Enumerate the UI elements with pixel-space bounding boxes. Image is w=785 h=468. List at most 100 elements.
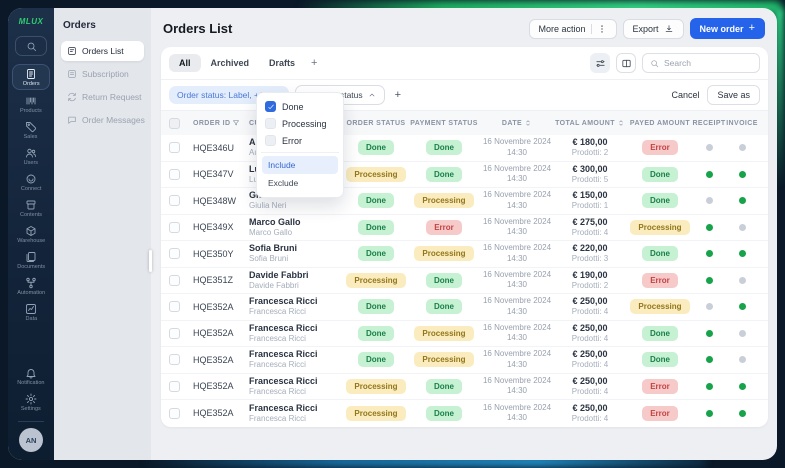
row-checkbox[interactable]	[169, 407, 180, 419]
column-header-total[interactable]: TOTAL AMOUNT	[553, 119, 627, 127]
sidebar-item-label: Return Request	[82, 92, 142, 102]
row-checkbox[interactable]	[169, 301, 180, 313]
dropdown-option-processing[interactable]: Processing	[262, 115, 338, 132]
rail-item-label: Automation	[17, 290, 45, 296]
new-order-button[interactable]: New order +	[689, 18, 765, 39]
rail-items: Orders Products Sales Users Connect Contents W…	[12, 64, 50, 326]
order-id: HQE352A	[193, 301, 234, 312]
columns-button[interactable]	[616, 53, 636, 73]
rail-item-warehouse[interactable]: Warehouse	[12, 222, 50, 246]
column-header-payed: PAYED AMOUNT	[627, 120, 693, 127]
row-checkbox[interactable]	[169, 354, 180, 366]
checked-checkbox[interactable]	[265, 101, 276, 112]
column-header-id[interactable]: ORDER ID	[193, 119, 249, 127]
payment-status-badge: Done	[426, 378, 462, 394]
more-action-button[interactable]: More action	[528, 18, 617, 39]
rail-item-label: Contents	[19, 212, 43, 218]
rail-search-button[interactable]	[15, 36, 47, 56]
sort-icon[interactable]	[617, 119, 625, 127]
sidebar-scrollbar-thumb[interactable]	[149, 250, 152, 272]
dropdown-option-error[interactable]: Error	[262, 132, 338, 149]
rail-item-connect[interactable]: Connect	[12, 170, 50, 194]
rail-item-sales[interactable]: Sales	[12, 118, 50, 142]
total-amount: € 275,00	[572, 216, 608, 227]
payment-status-dropdown: Done Processing Error Include Exclude	[256, 92, 344, 198]
dropdown-action-include[interactable]: Include	[262, 156, 338, 174]
customer-subname: Francesca Ricci	[249, 307, 306, 317]
filter-icon[interactable]	[232, 119, 240, 127]
save-as-button[interactable]: Save as	[707, 85, 760, 105]
export-button[interactable]: Export	[622, 18, 684, 39]
customer-name: Francesca Ricci	[249, 402, 318, 413]
orders-sidebar: Orders Orders List Subscription Return Req…	[54, 8, 152, 460]
sidebar-item-return-request[interactable]: Return Request	[61, 87, 144, 107]
column-header-receipt: RECEIPT	[692, 120, 725, 127]
rail-item-orders[interactable]: Orders	[12, 64, 50, 90]
date-cell: 16 Novembre 2024 14:30	[482, 349, 552, 369]
customer-subname: Giulia Neri	[249, 201, 287, 211]
sidebar-item-subscription[interactable]: Subscription	[61, 64, 144, 84]
rail-item-label: Notification	[17, 380, 45, 386]
tab-archived[interactable]: Archived	[210, 58, 250, 68]
dropdown-option-done[interactable]: Done	[262, 98, 338, 115]
row-checkbox[interactable]	[169, 248, 180, 260]
automation-icon	[25, 277, 37, 289]
rail-item-notification[interactable]: Notification	[12, 364, 50, 388]
products-count: Prodotti: 4	[571, 333, 609, 343]
filter-settings-button[interactable]	[590, 53, 610, 73]
unchecked-checkbox[interactable]	[265, 135, 276, 146]
products-count: Prodotti: 4	[571, 413, 609, 423]
warehouse-icon	[25, 225, 37, 237]
column-header-date[interactable]: DATE	[481, 119, 553, 127]
select-all-checkbox[interactable]	[169, 117, 180, 129]
connect-icon	[25, 173, 37, 185]
rail-item-automation[interactable]: Automation	[12, 274, 50, 298]
tab-drafts[interactable]: Drafts	[269, 58, 296, 68]
row-checkbox[interactable]	[169, 195, 180, 207]
order-status-badge: Processing	[346, 272, 406, 288]
order-status-badge: Done	[358, 325, 394, 341]
sidebar-item-order-messages[interactable]: Order Messages	[61, 110, 145, 130]
receipt-dot	[705, 276, 713, 284]
customer-cell: Davide Fabbri Davide Fabbri	[249, 270, 309, 291]
customer-subname: Francesca Ricci	[249, 333, 306, 343]
tab-all[interactable]: All	[169, 54, 201, 72]
table-row: HQE352A Francesca Ricci Francesca Ricci Don…	[161, 294, 768, 321]
rail-item-products[interactable]: Products	[12, 92, 50, 116]
rail-item-contents[interactable]: Contents	[12, 196, 50, 220]
products-count: Prodotti: 5	[571, 174, 609, 184]
total-amount: € 250,00	[572, 402, 608, 413]
orders-icon	[25, 68, 37, 80]
rail-item-users[interactable]: Users	[12, 144, 50, 168]
total-amount: € 190,00	[572, 269, 608, 280]
dropdown-action-exclude[interactable]: Exclude	[268, 178, 299, 188]
avatar[interactable]: AN	[19, 428, 43, 452]
products-count: Prodotti: 4	[571, 360, 609, 370]
unchecked-checkbox[interactable]	[265, 118, 276, 129]
table-search[interactable]	[642, 53, 760, 73]
table-row: HQE346UAurora RossiAurora RossiDoneDone1…	[161, 135, 768, 162]
row-checkbox[interactable]	[169, 142, 180, 154]
row-checkbox[interactable]	[169, 380, 180, 392]
row-checkbox[interactable]	[169, 168, 180, 180]
search-input[interactable]	[664, 58, 752, 68]
payment-status-badge: Processing	[414, 325, 474, 341]
rail-item-data[interactable]: Data	[12, 300, 50, 324]
cancel-button[interactable]: Cancel	[671, 90, 700, 100]
add-tab-button[interactable]: +	[311, 57, 318, 69]
row-checkbox[interactable]	[169, 274, 180, 286]
rail-item-documents[interactable]: Documents	[12, 248, 50, 272]
sort-icon[interactable]	[524, 119, 532, 127]
invoice-dot	[738, 197, 746, 205]
row-checkbox[interactable]	[169, 327, 180, 339]
total-amount: € 180,00	[572, 137, 608, 148]
rail-item-settings[interactable]: Settings	[12, 390, 50, 414]
contents-icon	[25, 199, 37, 211]
rail-item-label: Documents	[17, 264, 45, 270]
column-label: DATE	[501, 119, 523, 127]
order-id: HQE348W	[193, 195, 237, 206]
row-checkbox[interactable]	[169, 221, 180, 233]
sidebar-item-orders-list[interactable]: Orders List	[61, 41, 144, 61]
customer-name: Marco Gallo	[249, 216, 301, 227]
add-filter-button[interactable]: +	[394, 89, 402, 101]
